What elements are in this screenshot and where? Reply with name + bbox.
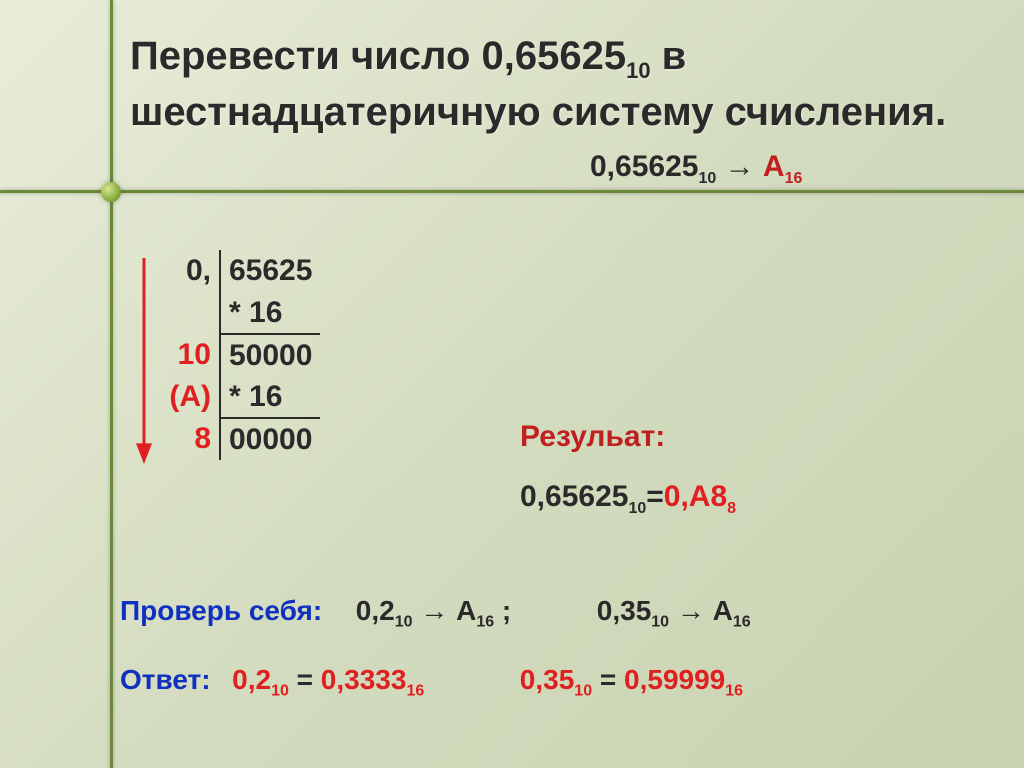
check-yourself-block: Проверь себя: 0,210 → А16 ; 0,3510 → А16…	[120, 595, 984, 732]
result-eq: =	[646, 480, 664, 513]
check-q1-ans-sub: 16	[476, 614, 494, 631]
check-answer-row: Ответ: 0,210 = 0,333316 0,3510 = 0,59999…	[120, 664, 984, 701]
a2-eq: =	[592, 664, 624, 695]
expr-answer-sub: 16	[785, 170, 803, 187]
check-q2-value: 0,35	[597, 595, 652, 626]
calc-frac-cell: 50000	[220, 334, 320, 376]
expr-value: 0,65625	[590, 150, 698, 183]
calc-row: 800000	[160, 418, 320, 460]
a1-rhs-sub: 16	[406, 682, 424, 699]
calc-row: (А)* 16	[160, 376, 320, 418]
a1-lhs-sub: 10	[271, 682, 289, 699]
check-sep: ;	[502, 595, 511, 626]
check-q1-ans: А	[456, 595, 476, 626]
calc-frac-cell: * 16	[220, 292, 320, 334]
check-q2-ans: А	[713, 595, 733, 626]
calc-int-cell: 8	[160, 418, 220, 460]
check-q1-arrow: →	[413, 595, 457, 626]
check-q1-sub: 10	[395, 614, 413, 631]
result-rhs: 0,А8	[664, 480, 727, 513]
a1-eq: =	[289, 664, 321, 695]
result-block: Резульат: 0,6562510=0,А88	[520, 420, 736, 518]
calc-int-cell: 0,	[160, 250, 220, 292]
calc-frac-cell: * 16	[220, 376, 320, 418]
decor-line-horizontal	[0, 190, 1024, 193]
answer-label: Ответ:	[120, 664, 211, 695]
check-q2-arrow: →	[669, 595, 713, 626]
a2-lhs: 0,35	[520, 664, 575, 695]
a2-rhs: 0,59999	[624, 664, 725, 695]
expr-answer: А	[763, 150, 785, 183]
result-label: Резульат:	[520, 420, 736, 454]
check-question-row: Проверь себя: 0,210 → А16 ; 0,3510 → А16	[120, 595, 984, 632]
title-expression: 0,6562510 → А16	[590, 150, 802, 188]
calc-frac-cell: 00000	[220, 418, 320, 460]
calc-int-cell	[160, 292, 220, 334]
a1-lhs: 0,2	[232, 664, 271, 695]
arrow-right-icon: →	[716, 150, 763, 183]
result-line: 0,6562510=0,А88	[520, 480, 736, 518]
a1-rhs: 0,3333	[321, 664, 407, 695]
calc-row: * 16	[160, 292, 320, 334]
calc-row: 1050000	[160, 334, 320, 376]
result-rhs-sub: 8	[727, 500, 736, 517]
a2-rhs-sub: 16	[725, 682, 743, 699]
a2-lhs-sub: 10	[574, 682, 592, 699]
decor-line-vertical	[110, 0, 113, 768]
result-lhs: 0,65625	[520, 480, 628, 513]
slide-title: Перевести число 0,6562510 в шестнадцатер…	[130, 30, 984, 138]
check-q2-sub: 10	[651, 614, 669, 631]
check-label: Проверь себя:	[120, 595, 322, 626]
decor-node-icon	[101, 182, 121, 202]
calc-int-cell: 10	[160, 334, 220, 376]
check-q1-value: 0,2	[356, 595, 395, 626]
title-text-1: Перевести число 0,65625	[130, 34, 626, 78]
calc-int-cell: (А)	[160, 376, 220, 418]
calc-row: 0,65625	[160, 250, 320, 292]
calculation-table: 0,65625* 161050000(А)* 16800000	[160, 250, 320, 460]
expr-value-sub: 10	[698, 170, 716, 187]
calc-frac-cell: 65625	[220, 250, 320, 292]
result-lhs-sub: 10	[628, 500, 646, 517]
title-sub-1: 10	[626, 58, 650, 83]
check-q2-ans-sub: 16	[733, 614, 751, 631]
